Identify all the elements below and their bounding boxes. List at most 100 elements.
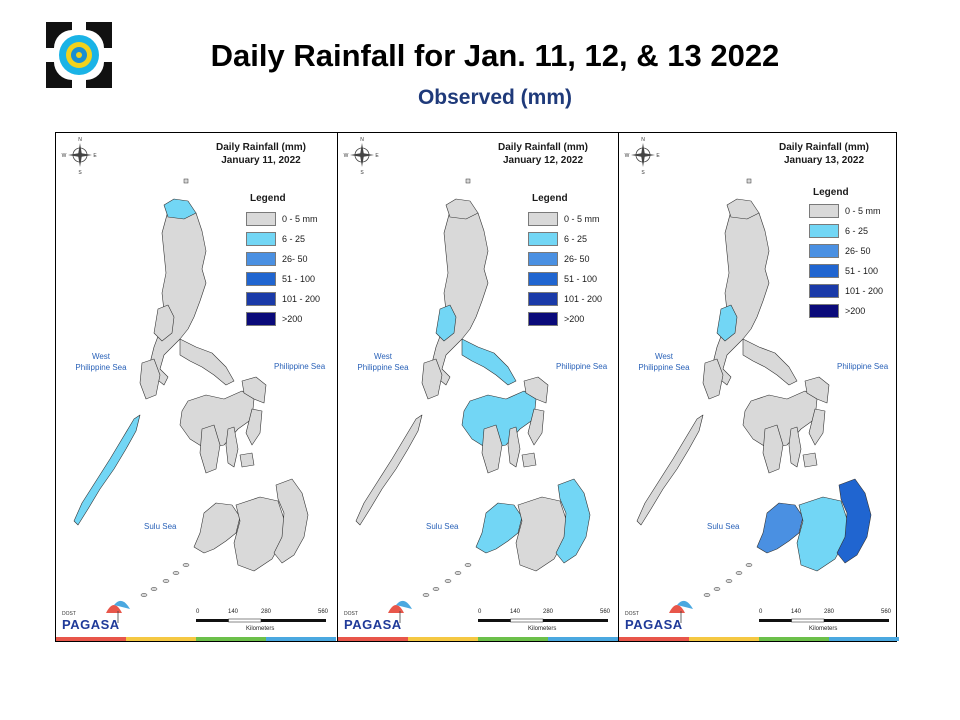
visayas-region xyxy=(742,390,818,450)
scale-unit-label: Kilometers xyxy=(246,626,275,632)
sulu-island xyxy=(444,579,452,583)
legend-item: 101 - 200 xyxy=(246,291,320,307)
legend-swatch xyxy=(809,204,839,218)
legend-label: 101 - 200 xyxy=(282,294,321,304)
caraga-davao-region xyxy=(836,478,872,564)
scale-tick-label: 280 xyxy=(261,609,272,615)
caraga-davao-region xyxy=(555,478,591,564)
palawan-island xyxy=(636,414,704,526)
legend-label: 6 - 25 xyxy=(845,226,869,236)
scale-bar xyxy=(759,618,889,623)
samar-island xyxy=(241,376,267,404)
west-philippine-sea-label: West Philippine Sea xyxy=(357,352,409,372)
compass-rose-icon: N E S W xyxy=(62,137,98,176)
leyte-island xyxy=(808,408,826,446)
legend-swatch xyxy=(246,232,276,246)
legend-swatch xyxy=(528,292,558,306)
map-title-line-2: January 11, 2022 xyxy=(221,155,301,166)
rainfall-map-panel: N E S W Daily Rainfall (mm) January 13, 2022 L… xyxy=(618,133,899,641)
visayas-region xyxy=(179,390,255,450)
svg-text:E: E xyxy=(656,153,660,159)
caraga-davao-region xyxy=(273,478,309,564)
svg-text:W: W xyxy=(344,153,349,159)
mindoro-island xyxy=(702,358,724,400)
map-title-line-2: January 12, 2022 xyxy=(502,155,584,166)
svg-text:S: S xyxy=(641,170,645,176)
negros-island xyxy=(762,424,784,474)
sulu-sea-label: Sulu Sea xyxy=(144,522,177,531)
legend-item: 26- 50 xyxy=(809,243,871,259)
footer-color-segment xyxy=(548,637,618,641)
legend-swatch xyxy=(809,224,839,238)
footer-color-segment xyxy=(196,637,266,641)
svg-text:S: S xyxy=(78,170,82,176)
page-title: Daily Rainfall for Jan. 11, 12, & 13 202… xyxy=(210,38,780,73)
map-title-line-1: Daily Rainfall (mm) xyxy=(215,142,307,153)
footer-color-segment xyxy=(266,637,336,641)
legend-label: >200 xyxy=(282,314,303,324)
legend-swatch xyxy=(809,304,839,318)
dost-small-label: DOST xyxy=(344,611,358,617)
batanes-island xyxy=(183,178,189,184)
legend-swatch xyxy=(809,284,839,298)
footer-color-bar xyxy=(56,637,336,641)
legend-label: 26- 50 xyxy=(282,254,308,264)
legend-swatch xyxy=(528,252,558,266)
philippines-map: N E S W xyxy=(625,137,889,623)
legend-swatch xyxy=(528,212,558,226)
compass-rose-icon: N E S W xyxy=(625,137,661,176)
ilocos-cagayan-region xyxy=(726,198,760,220)
maps-frame: N E S W Daily Rainfall (mm) January 11, 2022 L… xyxy=(55,132,899,642)
legend-swatch xyxy=(809,264,839,278)
sulu-island xyxy=(464,563,472,567)
sulu-island xyxy=(725,579,733,583)
central-luzon-region xyxy=(435,304,457,342)
legend-item: 51 - 100 xyxy=(246,271,315,287)
sulu-sea-label: Sulu Sea xyxy=(426,522,459,531)
pagasa-umbrella-icon xyxy=(388,600,412,623)
legend-item: 0 - 5 mm xyxy=(528,211,600,227)
scale-tick-label: 0 xyxy=(196,609,200,615)
sulu-island xyxy=(713,587,721,591)
dost-small-label: DOST xyxy=(625,611,639,617)
legend-item: >200 xyxy=(528,311,584,327)
west-philippine-sea-label: West Philippine Sea xyxy=(75,352,127,372)
bicol-region xyxy=(461,338,517,386)
ilocos-cagayan-region xyxy=(163,198,197,220)
bicol-region xyxy=(179,338,235,386)
legend-swatch xyxy=(528,272,558,286)
cebu-island xyxy=(507,426,521,468)
legend-title: Legend xyxy=(250,193,286,204)
bicol-region xyxy=(742,338,798,386)
legend-swatch xyxy=(246,312,276,326)
legend-label: 0 - 5 mm xyxy=(564,214,600,224)
dost-logo xyxy=(46,22,112,88)
footer-color-segment xyxy=(338,637,408,641)
pagasa-brand: PAGASA xyxy=(625,617,683,632)
footer-color-segment xyxy=(829,637,899,641)
legend-item: 51 - 100 xyxy=(528,271,597,287)
map-title-line-2: January 13, 2022 xyxy=(783,155,865,166)
footer-color-segment xyxy=(759,637,829,641)
legend-label: 51 - 100 xyxy=(282,274,316,284)
pagasa-brand: PAGASA xyxy=(344,617,402,632)
map-title-line-1: Daily Rainfall (mm) xyxy=(778,142,870,153)
batanes-island xyxy=(465,178,471,184)
scale-bar xyxy=(478,618,608,623)
mindoro-island xyxy=(421,358,443,400)
sulu-island xyxy=(150,587,158,591)
legend-item: 26- 50 xyxy=(528,251,590,267)
luzon-region xyxy=(149,204,207,386)
scale-unit-label: Kilometers xyxy=(528,626,557,632)
legend-label: 0 - 5 mm xyxy=(282,214,318,224)
philippines-map: N E S W xyxy=(344,137,608,623)
sulu-island xyxy=(745,563,753,567)
philippine-sea-label: Philippine Sea xyxy=(274,362,326,371)
negros-island xyxy=(199,424,221,474)
philippines-map: N E S W xyxy=(62,137,326,623)
footer-color-segment xyxy=(478,637,548,641)
negros-island xyxy=(481,424,503,474)
footer-color-segment xyxy=(126,637,196,641)
legend-swatch xyxy=(528,232,558,246)
legend-label: 0 - 5 mm xyxy=(845,206,881,216)
